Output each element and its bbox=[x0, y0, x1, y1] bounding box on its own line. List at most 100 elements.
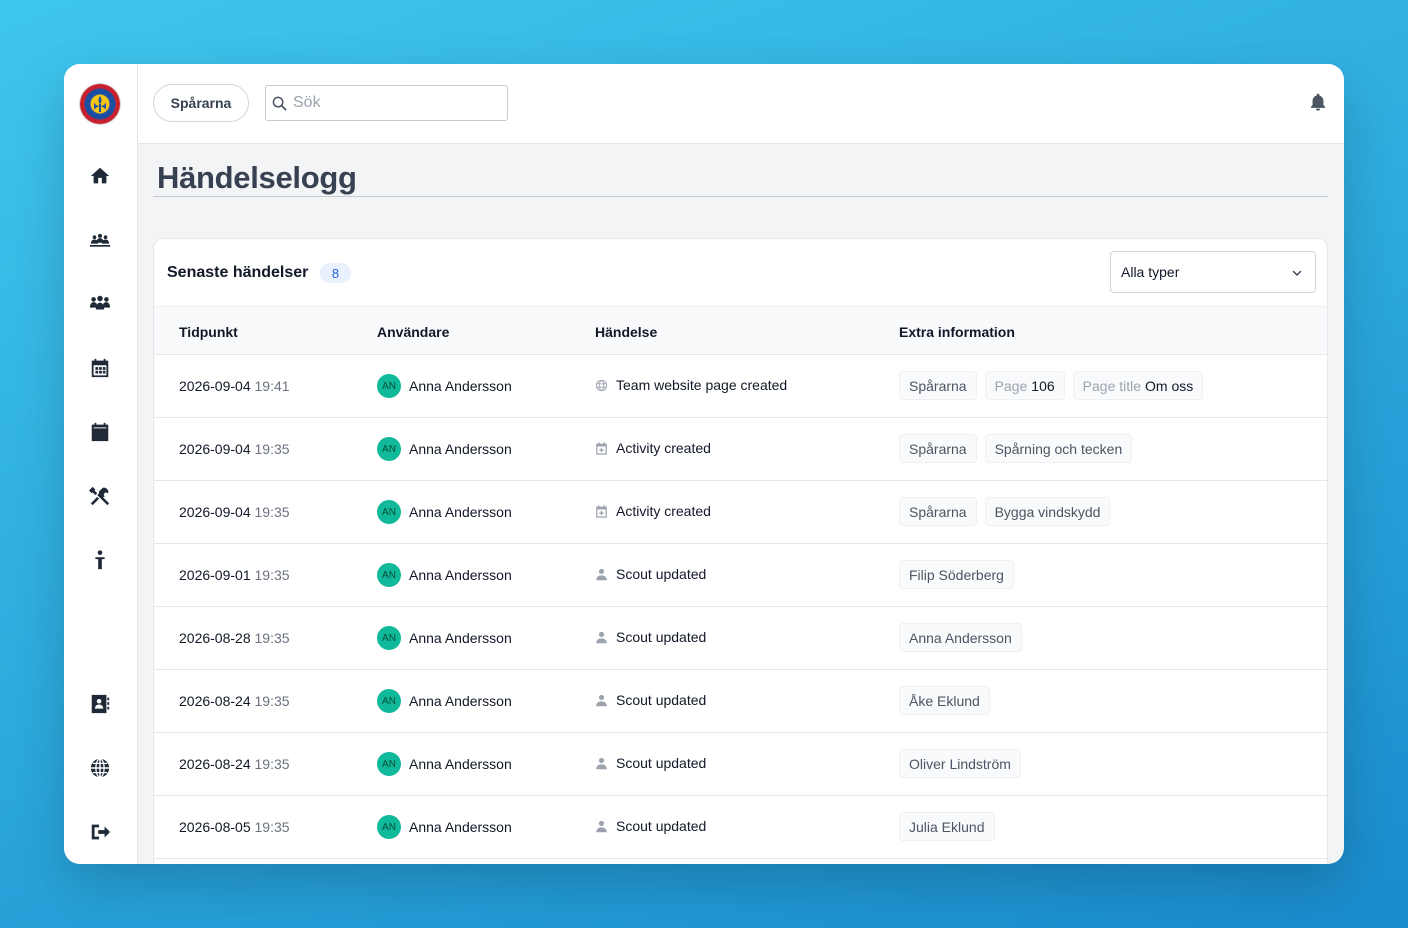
sidebar-item-contacts[interactable] bbox=[88, 692, 112, 716]
table-row[interactable]: 2026-08-24 19:35 AN Anna Andersson Scout up… bbox=[154, 733, 1327, 796]
table-row[interactable]: 2026-08-05 19:35 AN Anna Andersson Scout up… bbox=[154, 796, 1327, 859]
notifications-button[interactable] bbox=[1308, 92, 1330, 114]
table-row[interactable]: 2026-09-01 19:35 AN Anna Andersson Scout up… bbox=[154, 544, 1327, 607]
info-tag-value: Om oss bbox=[1145, 377, 1194, 394]
calendar-plus-icon bbox=[596, 504, 607, 518]
sidebar-item-calendar-overview[interactable] bbox=[88, 356, 112, 380]
timestamp: 2026-08-05 19:35 bbox=[179, 819, 290, 835]
user-name: Anna Andersson bbox=[409, 819, 512, 835]
extra-info: Spårarna Bygga vindskydd bbox=[899, 497, 1118, 526]
event-cell: Team website page created bbox=[595, 377, 787, 393]
logout-icon bbox=[91, 824, 111, 840]
info-tag: Spårning och tecken bbox=[984, 434, 1133, 463]
extra-info: Anna Andersson bbox=[899, 623, 1030, 652]
event-label: Activity created bbox=[616, 503, 711, 519]
table-row[interactable]: 2026-09-04 19:35 AN Anna Andersson Activity… bbox=[154, 481, 1327, 544]
column-header-extra-info[interactable]: Extra information bbox=[899, 324, 1015, 340]
avatar: AN bbox=[377, 626, 401, 650]
user-name: Anna Andersson bbox=[409, 504, 512, 520]
sidebar-item-website[interactable] bbox=[88, 756, 112, 780]
timestamp-date: 2026-08-05 bbox=[179, 819, 251, 835]
users-icon bbox=[89, 295, 111, 310]
sidebar-item-tools[interactable] bbox=[88, 484, 112, 508]
table-row[interactable]: 2026-09-04 19:35 AN Anna Andersson Activity… bbox=[154, 418, 1327, 481]
scout-child-icon bbox=[95, 550, 105, 570]
timestamp-time: 19:35 bbox=[254, 630, 290, 646]
organization-logo[interactable] bbox=[80, 84, 120, 124]
calendar-plus-icon bbox=[596, 441, 607, 455]
user-cell[interactable]: AN Anna Andersson bbox=[377, 689, 512, 713]
table-row[interactable]: 2026-08-24 19:35 AN Anna Andersson Scout up… bbox=[154, 670, 1327, 733]
table-header: Tidpunkt Användare Händelse Extra inform… bbox=[154, 306, 1327, 355]
timestamp-time: 19:35 bbox=[254, 756, 290, 772]
info-tag: Spårarna bbox=[899, 371, 977, 400]
timestamp-time: 19:35 bbox=[254, 819, 290, 835]
user-cell[interactable]: AN Anna Andersson bbox=[377, 500, 512, 524]
info-tag: Filip Söderberg bbox=[899, 560, 1014, 589]
page-title: Händelselogg bbox=[157, 160, 357, 195]
sidebar-item-home[interactable] bbox=[88, 164, 112, 188]
sidebar-item-gatherings[interactable] bbox=[88, 228, 112, 252]
extra-info: Julia Eklund bbox=[899, 812, 1003, 841]
user-icon bbox=[596, 694, 607, 706]
card-title: Senaste händelser bbox=[167, 264, 309, 281]
timestamp-date: 2026-08-24 bbox=[179, 693, 251, 709]
extra-info: Oliver Lindström bbox=[899, 749, 1029, 778]
search-box[interactable] bbox=[265, 85, 508, 121]
info-tag: Anna Andersson bbox=[899, 623, 1022, 652]
timestamp-time: 19:35 bbox=[254, 693, 290, 709]
user-cell[interactable]: AN Anna Andersson bbox=[377, 437, 512, 461]
user-cell[interactable]: AN Anna Andersson bbox=[377, 752, 512, 776]
sidebar-item-members[interactable] bbox=[88, 292, 112, 316]
user-name: Anna Andersson bbox=[409, 441, 512, 457]
event-label: Scout updated bbox=[616, 629, 707, 645]
user-cell[interactable]: AN Anna Andersson bbox=[377, 374, 512, 398]
event-type-select-value: Alla typer bbox=[1121, 264, 1180, 280]
timestamp-date: 2026-08-24 bbox=[179, 756, 251, 772]
timestamp-time: 19:35 bbox=[254, 567, 290, 583]
table-row[interactable]: 2026-09-04 19:41 AN Anna Andersson Team web… bbox=[154, 355, 1327, 418]
event-label: Scout updated bbox=[616, 566, 707, 582]
avatar: AN bbox=[377, 752, 401, 776]
user-cell[interactable]: AN Anna Andersson bbox=[377, 815, 512, 839]
extra-info: Åke Eklund bbox=[899, 686, 998, 715]
sidebar-item-logout[interactable] bbox=[88, 820, 112, 844]
info-tag: Page title Om oss bbox=[1072, 371, 1204, 400]
user-cell[interactable]: AN Anna Andersson bbox=[377, 563, 512, 587]
timestamp: 2026-09-04 19:35 bbox=[179, 504, 290, 520]
timestamp-date: 2026-09-01 bbox=[179, 567, 251, 583]
timestamp: 2026-08-24 19:35 bbox=[179, 693, 290, 709]
column-header-event[interactable]: Händelse bbox=[595, 324, 658, 340]
tools-icon bbox=[89, 486, 110, 506]
user-name: Anna Andersson bbox=[409, 567, 512, 583]
timestamp-time: 19:35 bbox=[254, 504, 290, 520]
column-header-user[interactable]: Användare bbox=[377, 324, 450, 340]
chevron-down-icon bbox=[1292, 270, 1302, 276]
event-type-select[interactable]: Alla typer bbox=[1110, 251, 1316, 293]
info-tag: Julia Eklund bbox=[899, 812, 995, 841]
topbar: Spårarna AN bbox=[138, 64, 1344, 144]
avatar: AN bbox=[377, 374, 401, 398]
user-name: Anna Andersson bbox=[409, 378, 512, 394]
home-icon bbox=[90, 167, 110, 184]
event-label: Scout updated bbox=[616, 755, 707, 771]
event-log-card: Senaste händelser 8 Alla typer Tidpunkt … bbox=[153, 238, 1328, 864]
sidebar-item-calendar[interactable] bbox=[88, 420, 112, 444]
sidebar-item-scouts[interactable] bbox=[88, 548, 112, 572]
column-header-time[interactable]: Tidpunkt bbox=[179, 324, 238, 340]
user-name: Anna Andersson bbox=[409, 693, 512, 709]
search-input[interactable] bbox=[293, 94, 493, 112]
sidebar bbox=[64, 64, 138, 864]
user-name: Anna Andersson bbox=[409, 630, 512, 646]
avatar: AN bbox=[377, 815, 401, 839]
timestamp-time: 19:41 bbox=[254, 378, 290, 394]
organization-switcher[interactable]: Spårarna bbox=[153, 84, 249, 122]
event-cell: Scout updated bbox=[595, 692, 706, 708]
app-window: Spårarna AN Händelselogg Senaste händels… bbox=[64, 64, 1344, 864]
info-tag: Bygga vindskydd bbox=[984, 497, 1111, 526]
user-cell[interactable]: AN Anna Andersson bbox=[377, 626, 512, 650]
event-cell: Scout updated bbox=[595, 629, 706, 645]
timestamp: 2026-08-24 19:35 bbox=[179, 756, 290, 772]
table-row[interactable]: 2026-08-28 19:35 AN Anna Andersson Scout up… bbox=[154, 607, 1327, 670]
calendar-grid-icon bbox=[91, 358, 109, 378]
